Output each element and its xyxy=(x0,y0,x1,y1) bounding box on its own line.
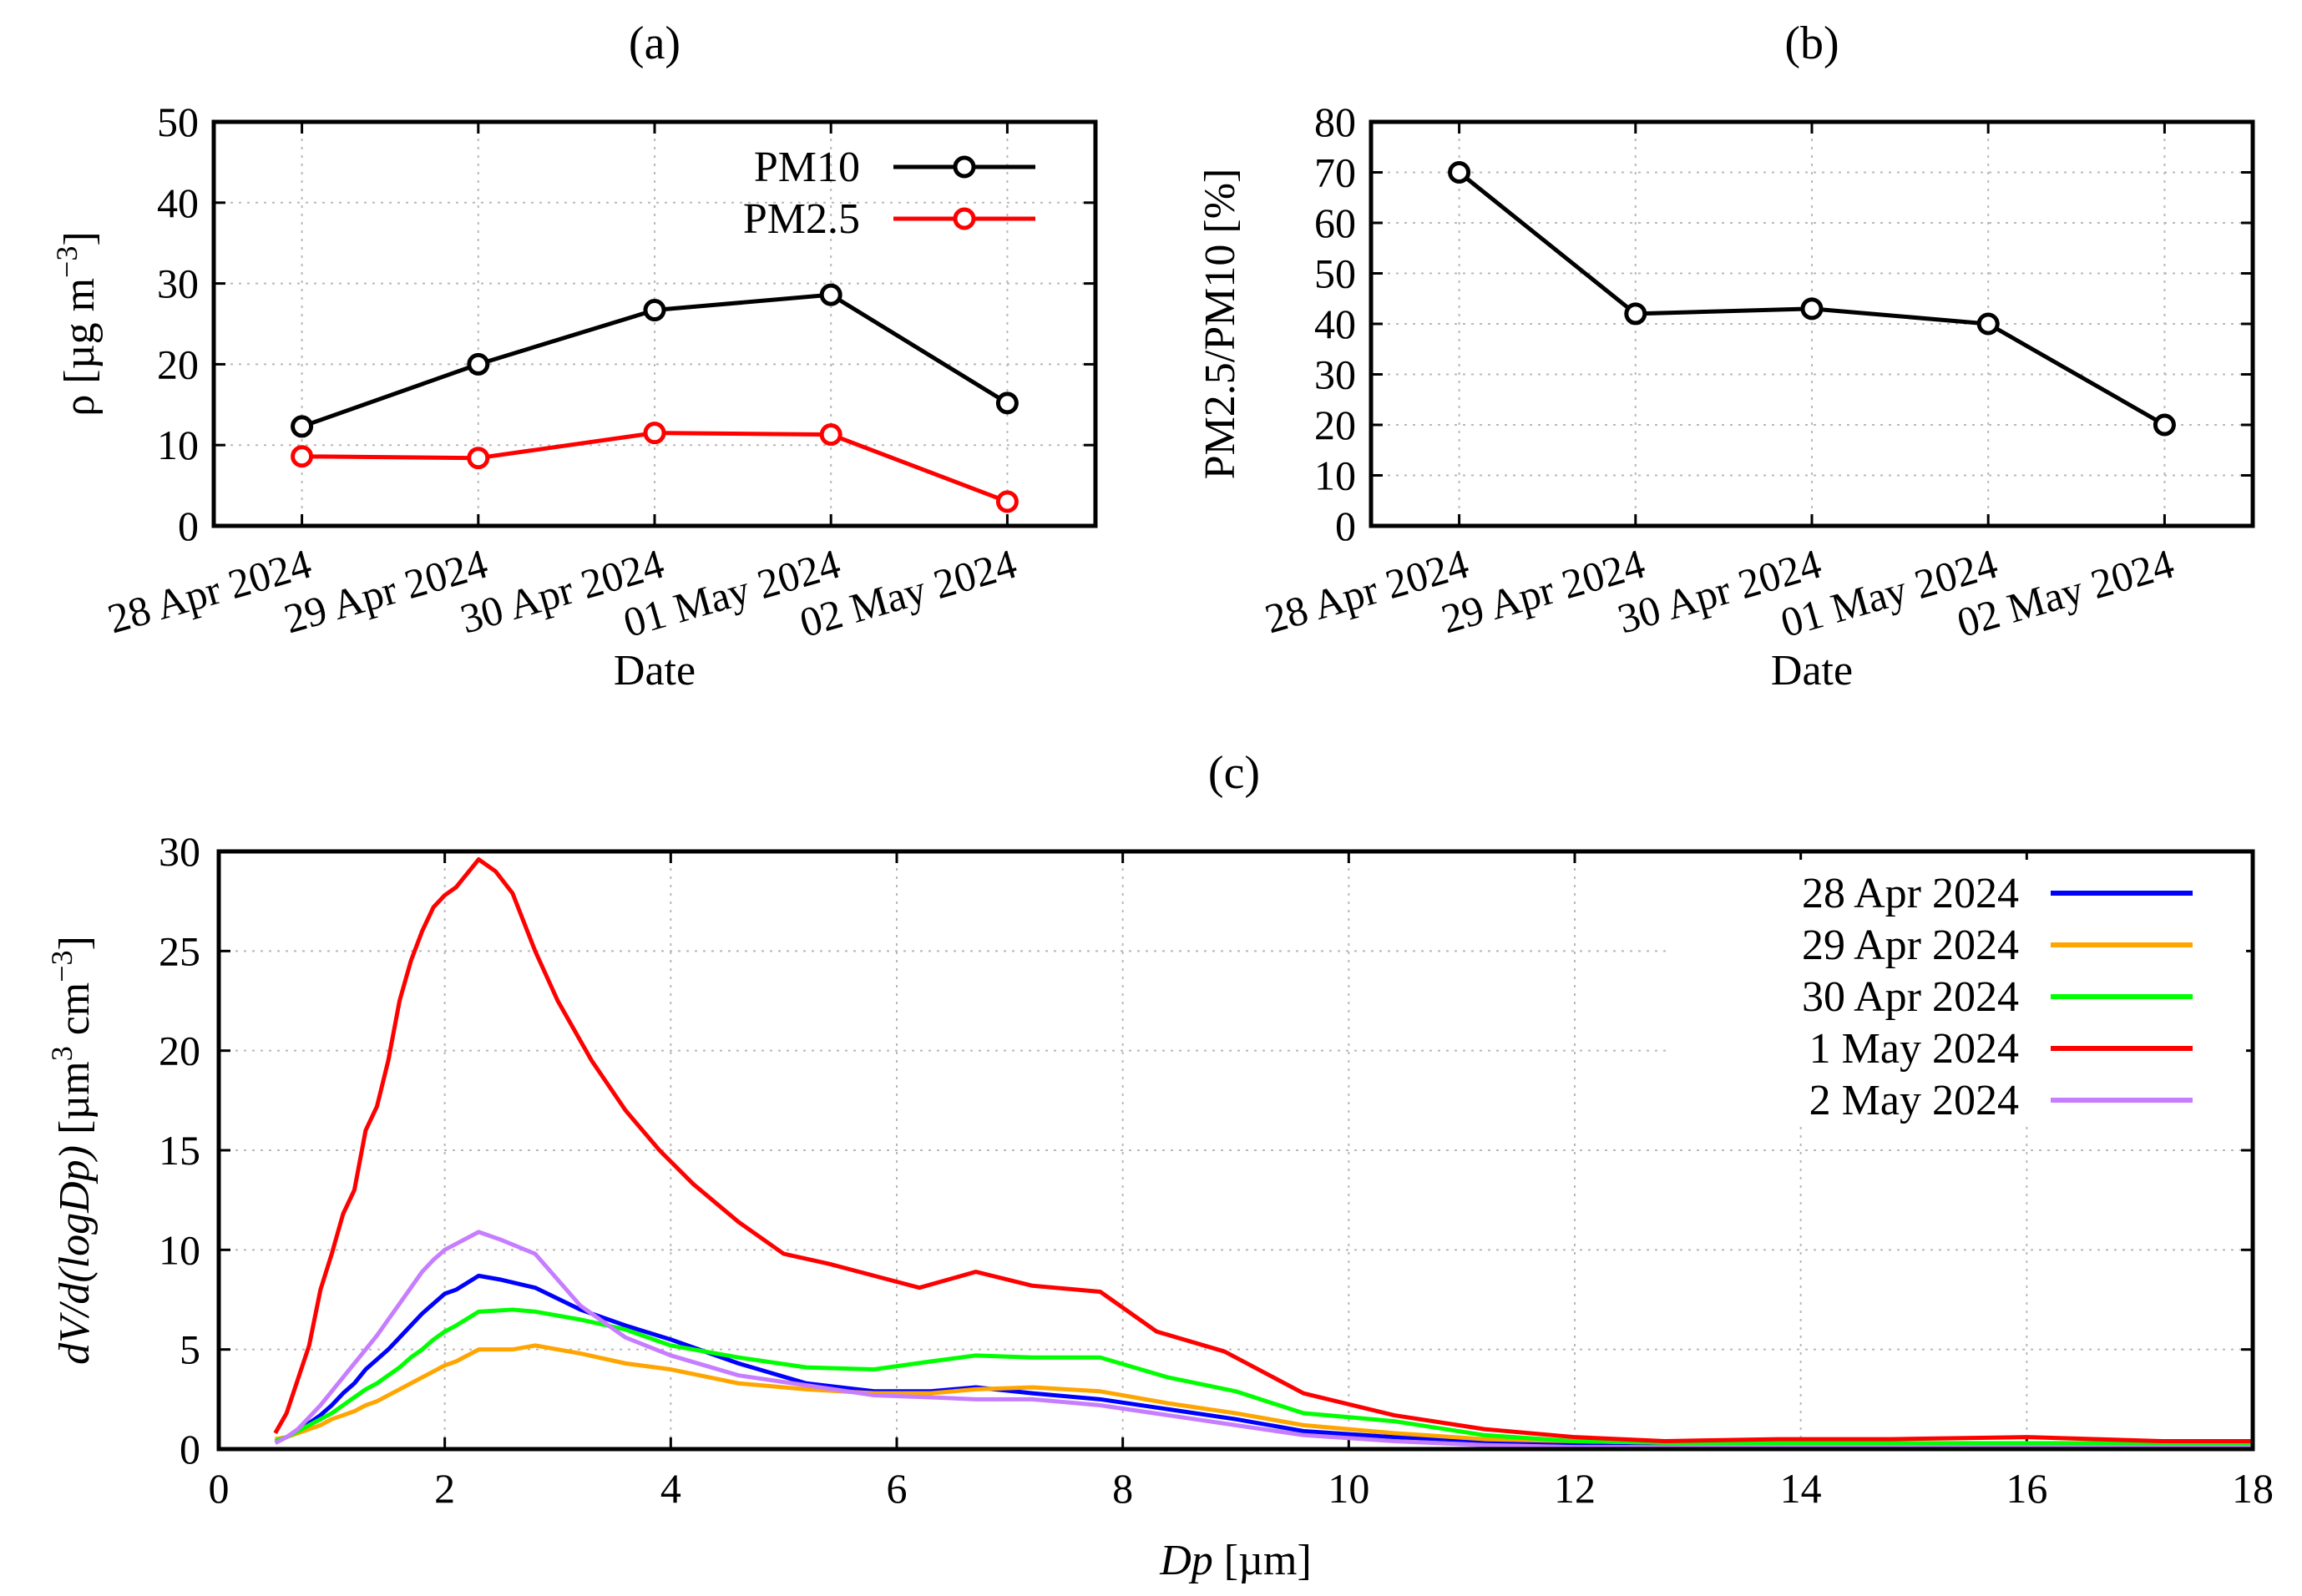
panel-a-y-axis-title: ρ [µg m−3] xyxy=(50,231,104,416)
x-tick-label: 8 xyxy=(1112,1465,1133,1512)
panel-b-label: (b) xyxy=(1784,18,1839,69)
data-point-marker xyxy=(291,415,314,438)
legend-label: 30 Apr 2024 xyxy=(1802,973,2019,1021)
panel-c-y-axis-title: dV/d(logDp) [µm3 cm−3] xyxy=(45,936,99,1365)
y-tick-label: 10 xyxy=(1314,452,1356,499)
data-point-marker xyxy=(2153,413,2176,437)
panel-c-x-axis-title: Dp [µm] xyxy=(1159,1537,1312,1584)
panel-b-x-axis-title: Date xyxy=(1771,647,1853,694)
panel-b-series xyxy=(1448,161,2176,437)
x-tick-label: 0 xyxy=(209,1465,230,1512)
legend-label: 29 Apr 2024 xyxy=(1802,922,2019,969)
data-point-marker xyxy=(1800,297,1824,321)
x-tick-label: 28 Apr 2024 xyxy=(1260,540,1474,643)
panel-a-grid xyxy=(214,122,1095,526)
x-tick-label: 12 xyxy=(1554,1465,1596,1512)
data-point-marker xyxy=(1624,302,1647,326)
size-distribution-line xyxy=(273,857,2253,1443)
legend-label: PM2.5 xyxy=(743,195,860,243)
data-point-marker xyxy=(643,299,666,322)
panel-c-frame xyxy=(216,849,2255,1452)
size-distribution-line xyxy=(274,1307,2253,1446)
y-tick-label: 25 xyxy=(159,927,200,974)
size-distribution-line xyxy=(274,1230,2253,1450)
x-tick-label: 6 xyxy=(887,1465,908,1512)
y-tick-label: 40 xyxy=(157,179,199,226)
data-point-marker xyxy=(1976,312,2000,336)
legend-label: 28 Apr 2024 xyxy=(1802,870,2019,917)
panel-c-series xyxy=(273,857,2253,1450)
legend-background xyxy=(1670,860,2246,1127)
data-point-marker xyxy=(819,283,842,306)
x-tick-label: 10 xyxy=(1328,1465,1369,1512)
y-tick-label: 10 xyxy=(157,422,199,468)
y-tick-label: 60 xyxy=(1314,200,1356,246)
legend-label: 2 May 2024 xyxy=(1809,1077,2019,1124)
x-tick-label: 14 xyxy=(1780,1465,1822,1512)
data-point-marker xyxy=(1448,161,1471,184)
x-tick-label: 28 Apr 2024 xyxy=(103,540,316,643)
panel-a-series xyxy=(291,283,1019,513)
y-tick-label: 30 xyxy=(159,828,200,875)
data-point-marker xyxy=(467,447,490,470)
legend-marker-sample xyxy=(953,207,976,230)
y-tick-label: 20 xyxy=(159,1028,200,1074)
legend-label: 1 May 2024 xyxy=(1809,1025,2019,1073)
y-tick-label: 50 xyxy=(1314,250,1356,297)
y-tick-label: 10 xyxy=(159,1226,200,1273)
panel-b-y-axis-title: PM2.5/PM10 [%] xyxy=(1197,169,1244,480)
data-point-marker xyxy=(291,445,314,468)
data-point-marker xyxy=(467,352,490,376)
y-tick-label: 20 xyxy=(1314,402,1356,448)
y-tick-label: 40 xyxy=(1314,301,1356,347)
legend-marker-sample xyxy=(953,155,976,179)
panel-a-label: (a) xyxy=(629,18,680,69)
panel-a-x-axis-title: Date xyxy=(614,647,696,694)
y-tick-label: 5 xyxy=(180,1326,200,1373)
data-point-marker xyxy=(643,422,666,445)
x-tick-label: 29 Apr 2024 xyxy=(279,540,493,643)
y-tick-label: 80 xyxy=(1314,98,1356,145)
data-point-marker xyxy=(995,490,1019,513)
y-tick-label: 0 xyxy=(178,503,199,549)
x-tick-label: 4 xyxy=(660,1465,681,1512)
panel-c-label: (c) xyxy=(1208,747,1260,799)
x-tick-label: 29 Apr 2024 xyxy=(1436,540,1650,643)
panel-a-frame xyxy=(211,119,1098,528)
y-tick-label: 0 xyxy=(1335,503,1356,549)
data-point-marker xyxy=(995,391,1019,415)
y-tick-label: 30 xyxy=(1314,351,1356,398)
legend-label: PM10 xyxy=(754,144,860,191)
panel-c: (c) 0 2 4 6 8 10 12 14 16 18 0 5 10 15 20 25 30 28 Apr 2… xyxy=(45,747,2274,1584)
data-point-marker xyxy=(819,423,842,447)
y-tick-label: 0 xyxy=(180,1426,200,1472)
size-distribution-line xyxy=(275,1343,2253,1447)
panel-b-frame xyxy=(1369,119,2255,528)
x-tick-label: 18 xyxy=(2232,1465,2274,1512)
y-tick-label: 20 xyxy=(157,341,199,387)
y-tick-label: 50 xyxy=(157,98,199,145)
x-tick-label: 16 xyxy=(2006,1465,2047,1512)
x-tick-label: 2 xyxy=(434,1465,455,1512)
y-tick-label: 70 xyxy=(1314,149,1356,196)
y-tick-label: 15 xyxy=(159,1127,200,1174)
panel-b-grid xyxy=(1371,122,2253,526)
y-tick-label: 30 xyxy=(157,260,199,307)
